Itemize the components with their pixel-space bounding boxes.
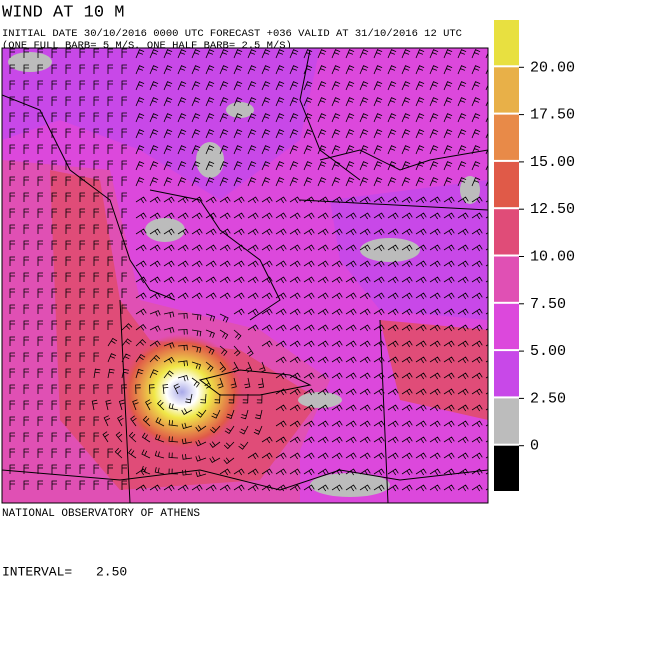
calm-regions <box>8 52 480 497</box>
legend-swatch <box>494 20 519 66</box>
legend-swatch <box>494 351 519 397</box>
coastlines <box>2 49 488 503</box>
map <box>2 48 488 503</box>
legend-tick-label: 2.50 <box>530 390 566 407</box>
strong-wind-region <box>50 170 320 490</box>
legend-tick-label: 12.50 <box>530 201 575 218</box>
legend-swatch <box>494 209 519 255</box>
legend-swatch <box>494 445 519 491</box>
strong-wind-region <box>380 320 488 420</box>
color-legend: 0 2.50 5.00 7.50 10.00 12.50 15.00 17.50 20.00 <box>494 20 575 491</box>
legend-tick-label: 17.50 <box>530 107 575 124</box>
legend-tick-label: 5.00 <box>530 343 566 360</box>
legend-swatch <box>494 67 519 113</box>
map-frame <box>1 47 489 504</box>
interval-value: 2.50 <box>96 564 127 579</box>
cyclone <box>120 334 244 450</box>
legend-swatch <box>494 114 519 160</box>
legend-tick-label: 10.00 <box>530 248 575 265</box>
subtitle: INITIAL DATE 30/10/2016 0000 UTC FORECAS… <box>2 28 462 40</box>
legend-swatch <box>494 303 519 350</box>
wind-barbs <box>9 48 488 492</box>
legend-swatch <box>494 256 519 302</box>
credit: NATIONAL OBSERVATORY OF ATHENS <box>2 508 200 520</box>
legend-tick-label: 20.00 <box>530 59 575 76</box>
legend-tick-label: 15.00 <box>530 154 575 171</box>
legend-swatch <box>494 398 519 444</box>
legend-tick-label: 7.50 <box>530 296 566 313</box>
interval-label: INTERVAL= <box>2 564 72 579</box>
legend-tick-label: 0 <box>530 438 539 455</box>
title: WIND AT 10 M <box>2 3 124 22</box>
legend-swatch <box>494 161 519 208</box>
